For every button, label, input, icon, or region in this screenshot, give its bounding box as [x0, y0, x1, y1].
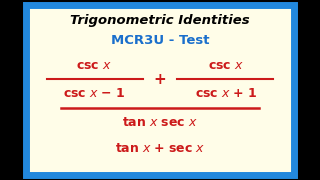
- Text: MCR3U - Test: MCR3U - Test: [111, 34, 209, 48]
- Text: $\mathbf{+}$: $\mathbf{+}$: [153, 71, 167, 87]
- FancyBboxPatch shape: [26, 5, 294, 175]
- Text: $\mathbf{tan}\ \mathit{x}\ \mathbf{+}\ \mathbf{sec}\ \mathit{x}$: $\mathbf{tan}\ \mathit{x}\ \mathbf{+}\ \…: [115, 142, 205, 155]
- Text: $\mathbf{csc}\ \mathit{x}\ \mathbf{+}\ \mathbf{1}$: $\mathbf{csc}\ \mathit{x}\ \mathbf{+}\ \…: [195, 87, 257, 100]
- Text: Trigonometric Identities: Trigonometric Identities: [70, 14, 250, 27]
- Text: $\mathbf{csc}\ \mathit{x}$: $\mathbf{csc}\ \mathit{x}$: [76, 59, 112, 72]
- Text: $\mathbf{csc}\ \mathit{x}$: $\mathbf{csc}\ \mathit{x}$: [208, 59, 244, 72]
- Text: $\mathbf{csc}\ \mathit{x}\ \mathbf{-}\ \mathbf{1}$: $\mathbf{csc}\ \mathit{x}\ \mathbf{-}\ \…: [63, 87, 125, 100]
- Text: $\mathbf{tan}\ \mathit{x}\ \mathbf{sec}\ \mathit{x}$: $\mathbf{tan}\ \mathit{x}\ \mathbf{sec}\…: [122, 116, 198, 129]
